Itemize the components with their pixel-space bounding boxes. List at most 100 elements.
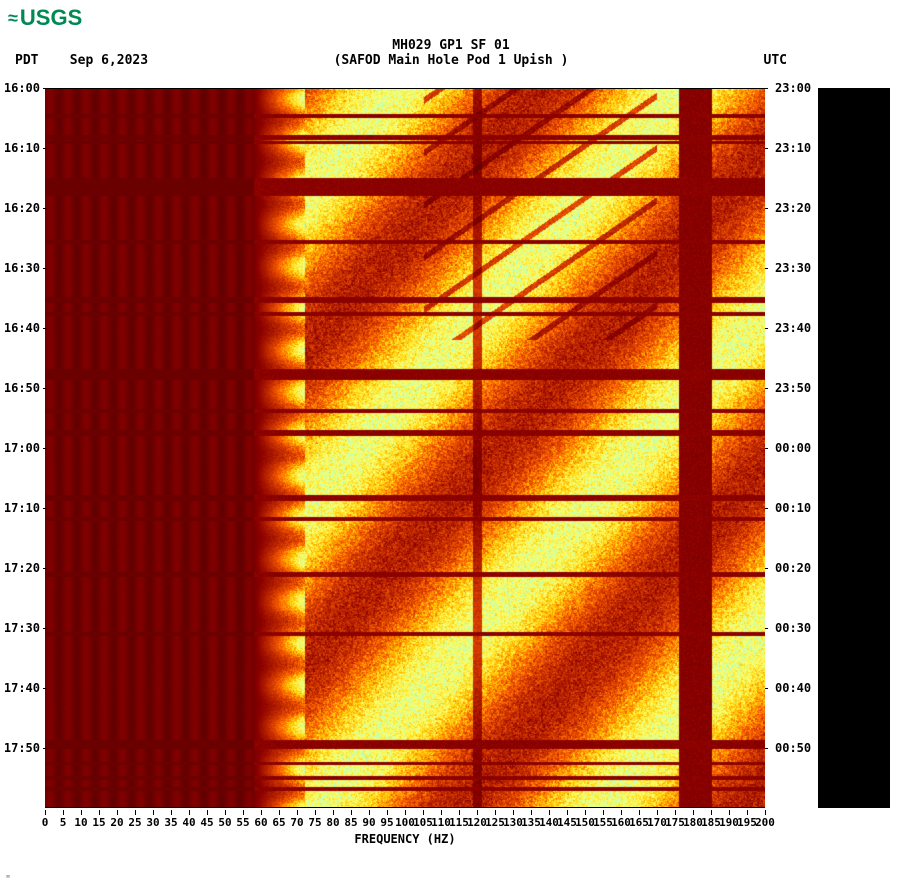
x-label: 60 (254, 816, 267, 829)
y-tick (43, 688, 46, 689)
x-tick (441, 810, 442, 815)
x-label: 40 (182, 816, 195, 829)
y-tick (43, 568, 46, 569)
y-label-left: 17:10 (4, 501, 40, 515)
x-label: 180 (683, 816, 703, 829)
usgs-logo: ≈ USGS (8, 5, 82, 31)
x-tick (459, 810, 460, 815)
x-tick (549, 810, 550, 815)
waveform-canvas (818, 88, 890, 808)
x-tick (369, 810, 370, 815)
x-label: 130 (503, 816, 523, 829)
x-label: 5 (60, 816, 67, 829)
y-label-left: 16:10 (4, 141, 40, 155)
logo-wave-icon: ≈ (8, 8, 14, 29)
y-tick (43, 448, 46, 449)
y-label-left: 17:40 (4, 681, 40, 695)
x-tick (747, 810, 748, 815)
x-label: 140 (539, 816, 559, 829)
x-label: 80 (326, 816, 339, 829)
y-label-right: 23:20 (775, 201, 811, 215)
x-label: 75 (308, 816, 321, 829)
x-axis-title: FREQUENCY (HZ) (45, 832, 765, 846)
x-tick (279, 810, 280, 815)
x-label: 195 (737, 816, 757, 829)
y-label-right: 23:00 (775, 81, 811, 95)
header-right: UTC (764, 53, 787, 68)
x-label: 95 (380, 816, 393, 829)
x-label: 150 (575, 816, 595, 829)
y-label-right: 23:10 (775, 141, 811, 155)
x-tick (261, 810, 262, 815)
x-label: 10 (74, 816, 87, 829)
x-tick (225, 810, 226, 815)
y-tick (765, 688, 768, 689)
x-label: 55 (236, 816, 249, 829)
y-label-left: 16:20 (4, 201, 40, 215)
y-tick (765, 88, 768, 89)
x-label: 105 (413, 816, 433, 829)
logo-text: USGS (20, 5, 82, 31)
x-label: 65 (272, 816, 285, 829)
y-label-left: 17:30 (4, 621, 40, 635)
y-tick (765, 508, 768, 509)
x-label: 160 (611, 816, 631, 829)
y-label-right: 00:20 (775, 561, 811, 575)
x-tick (117, 810, 118, 815)
x-label: 200 (755, 816, 775, 829)
x-label: 110 (431, 816, 451, 829)
y-tick (765, 208, 768, 209)
header-left: PDT Sep 6,2023 (15, 53, 148, 68)
y-tick (765, 748, 768, 749)
waveform-panel (818, 88, 890, 808)
x-label: 85 (344, 816, 357, 829)
x-label: 15 (92, 816, 105, 829)
x-tick (243, 810, 244, 815)
x-tick (711, 810, 712, 815)
y-tick (43, 748, 46, 749)
x-tick (531, 810, 532, 815)
spectrogram-canvas (45, 88, 765, 808)
y-label-right: 23:50 (775, 381, 811, 395)
x-tick (99, 810, 100, 815)
x-tick (63, 810, 64, 815)
x-tick (657, 810, 658, 815)
x-label: 155 (593, 816, 613, 829)
x-tick (567, 810, 568, 815)
x-label: 70 (290, 816, 303, 829)
y-tick (765, 628, 768, 629)
x-label: 35 (164, 816, 177, 829)
x-tick (351, 810, 352, 815)
x-label: 90 (362, 816, 375, 829)
y-tick (765, 568, 768, 569)
title-line1: MH029 GP1 SF 01 (0, 38, 902, 53)
y-tick (43, 88, 46, 89)
y-label-right: 00:10 (775, 501, 811, 515)
y-tick (765, 448, 768, 449)
x-tick (207, 810, 208, 815)
x-tick (405, 810, 406, 815)
x-tick (333, 810, 334, 815)
x-tick (513, 810, 514, 815)
x-tick (639, 810, 640, 815)
x-tick (729, 810, 730, 815)
y-tick (765, 148, 768, 149)
x-label: 170 (647, 816, 667, 829)
x-tick (423, 810, 424, 815)
x-tick (171, 810, 172, 815)
x-label: 45 (200, 816, 213, 829)
x-tick (189, 810, 190, 815)
y-tick (43, 628, 46, 629)
left-tz: PDT (15, 53, 38, 68)
y-label-left: 17:00 (4, 441, 40, 455)
y-label-right: 23:30 (775, 261, 811, 275)
x-label: 175 (665, 816, 685, 829)
y-tick (43, 388, 46, 389)
x-tick (675, 810, 676, 815)
y-label-right: 23:40 (775, 321, 811, 335)
x-label: 115 (449, 816, 469, 829)
y-axis-right: 23:0023:1023:2023:3023:4023:5000:0000:10… (765, 88, 815, 808)
y-label-right: 00:30 (775, 621, 811, 635)
x-axis: FREQUENCY (HZ) 0510152025303540455055606… (45, 810, 765, 850)
x-tick (81, 810, 82, 815)
